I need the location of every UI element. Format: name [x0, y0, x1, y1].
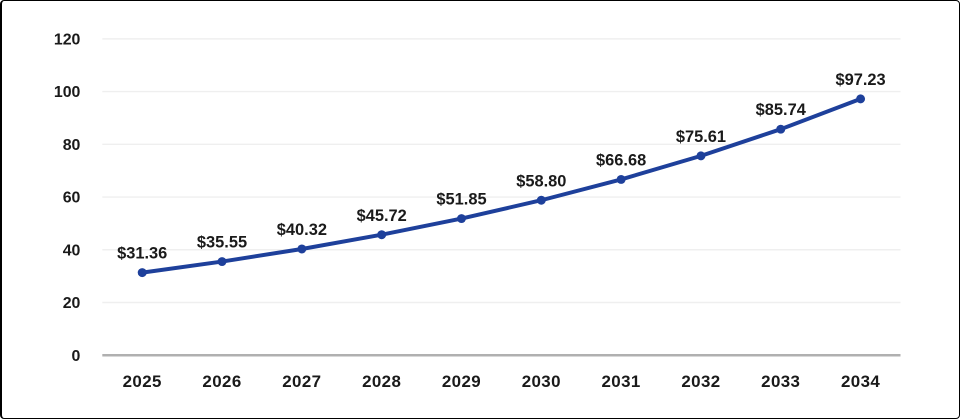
y-tick-label: 0: [72, 348, 81, 365]
y-tick-label: 120: [54, 31, 81, 48]
y-tick-label: 80: [63, 137, 81, 154]
data-point: [536, 195, 546, 205]
data-label: $51.85: [436, 191, 486, 209]
data-label: $35.55: [197, 234, 247, 252]
x-tick-label: 2030: [522, 372, 561, 391]
x-tick-label: 2027: [282, 372, 321, 391]
data-point: [856, 94, 866, 104]
x-tick-label: 2033: [761, 372, 800, 391]
data-point: [137, 268, 147, 278]
x-tick-label: 2025: [123, 372, 162, 391]
data-label: $97.23: [835, 71, 885, 89]
series-line: [140, 96, 863, 275]
y-tick-label: 100: [54, 84, 81, 101]
x-tick-label: 2029: [442, 372, 481, 391]
data-point: [457, 214, 466, 224]
x-tick-label: 2034: [841, 372, 880, 391]
data-label: $58.80: [516, 172, 566, 190]
data-point: [217, 257, 227, 267]
y-tick-label: 40: [63, 242, 81, 259]
data-label: $40.32: [277, 221, 327, 239]
x-tick-label: 2026: [202, 372, 241, 391]
data-label: $75.61: [676, 128, 726, 146]
data-point: [696, 151, 706, 161]
data-point: [297, 244, 307, 254]
data-point: [377, 230, 387, 240]
y-tick-label: 20: [63, 295, 81, 312]
y-tick-label: 60: [63, 190, 81, 207]
x-tick-label: 2032: [681, 372, 720, 391]
data-label: $85.74: [756, 101, 807, 119]
x-tick-label: 2028: [362, 372, 401, 391]
data-label: $66.68: [596, 152, 646, 170]
data-point: [616, 174, 626, 184]
x-tick-label: 2031: [602, 372, 641, 391]
data-point: [776, 124, 786, 134]
data-label: $31.36: [117, 245, 167, 263]
data-label: $45.72: [357, 207, 407, 225]
